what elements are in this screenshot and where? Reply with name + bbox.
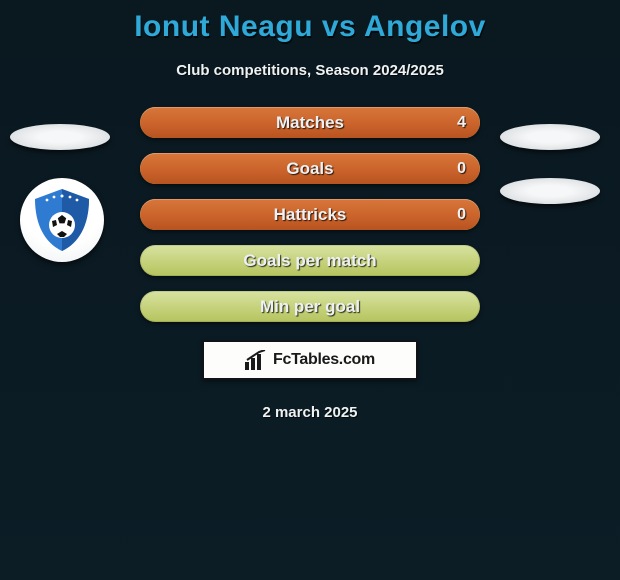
player-right-placeholder-2 <box>500 178 600 204</box>
bar-1: Goals 0 <box>140 153 480 184</box>
brand-text: FcTables.com <box>273 351 375 369</box>
bar-val-right-2: 0 <box>457 206 466 224</box>
bar-label-0: Matches <box>276 113 344 133</box>
page-title: Ionut Neagu vs Angelov <box>0 0 620 44</box>
bar-val-right-1: 0 <box>457 160 466 178</box>
bar-3: Goals per match <box>140 245 480 276</box>
player-left-placeholder <box>10 124 110 150</box>
shield-icon <box>27 185 97 255</box>
club-badge-left <box>20 178 104 262</box>
brand-box: FcTables.com <box>202 340 418 380</box>
bar-4: Min per goal <box>140 291 480 322</box>
bar-label-4: Min per goal <box>260 297 360 317</box>
player-right-placeholder-1 <box>500 124 600 150</box>
bar-2: Hattricks 0 <box>140 199 480 230</box>
bar-label-3: Goals per match <box>243 251 376 271</box>
bar-0: Matches 4 <box>140 107 480 138</box>
bar-val-right-0: 4 <box>457 114 466 132</box>
bar-label-1: Goals <box>286 159 333 179</box>
date-label: 2 march 2025 <box>0 404 620 421</box>
chart-icon <box>245 350 267 370</box>
page-subtitle: Club competitions, Season 2024/2025 <box>0 62 620 79</box>
bar-label-2: Hattricks <box>274 205 347 225</box>
